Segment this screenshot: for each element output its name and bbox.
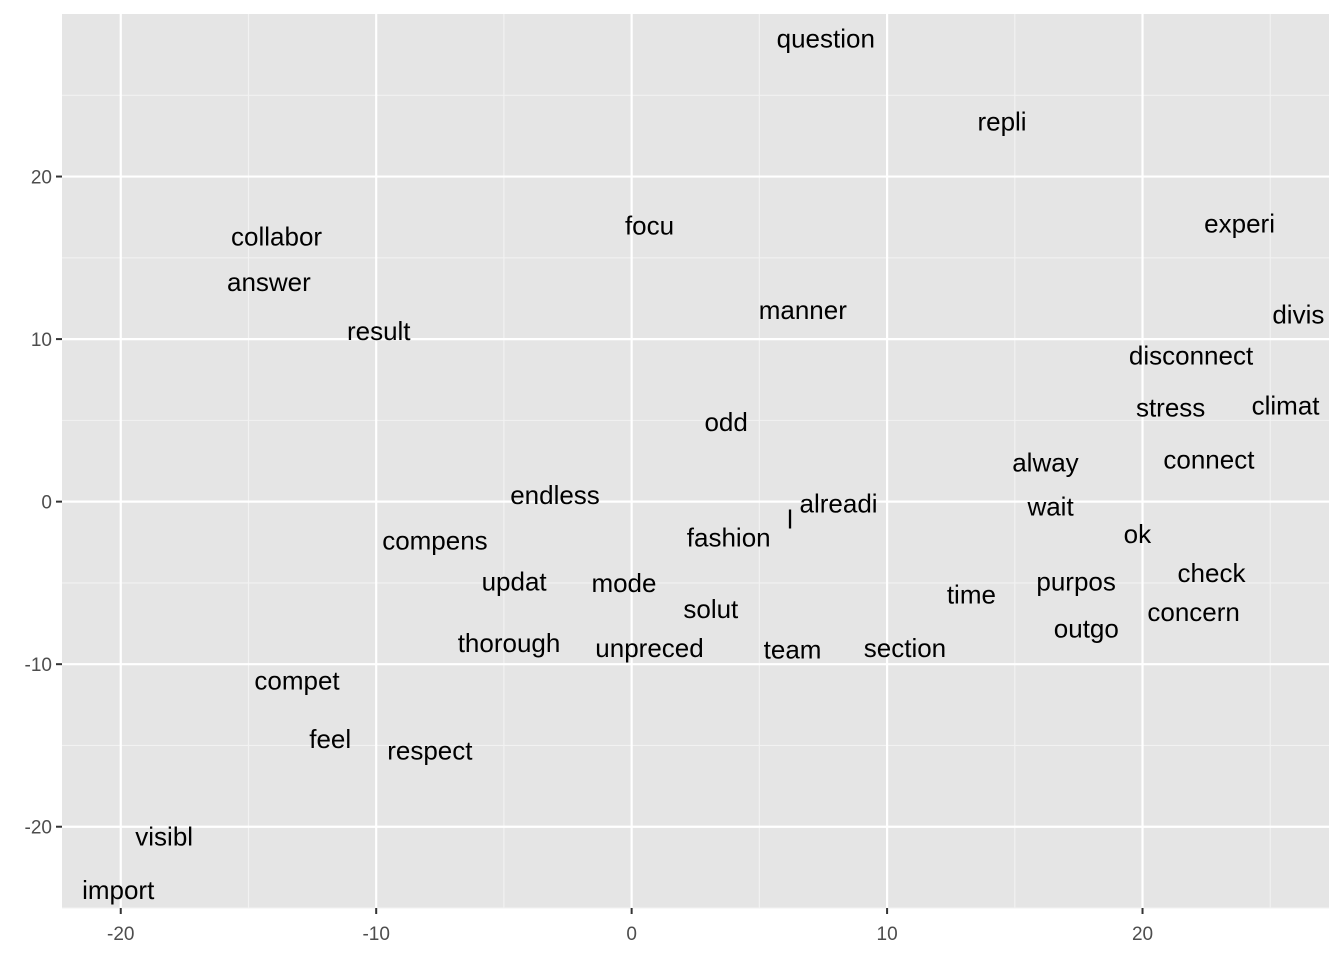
major-gridlines: [62, 14, 1329, 908]
y-axis: -20 -10 0 10 20: [25, 168, 62, 839]
x-tick-label: -20: [107, 924, 134, 945]
word-label: ok: [1124, 519, 1152, 549]
word-label: visibl: [135, 821, 193, 851]
word-label: check: [1178, 558, 1247, 588]
word-label: repli: [977, 106, 1026, 136]
word-label: solut: [683, 594, 739, 624]
word-label: experi: [1204, 209, 1275, 239]
word-label: time: [947, 579, 996, 609]
word-label: disconnect: [1129, 340, 1254, 370]
x-tick-label: 0: [626, 924, 637, 945]
word-label: concern: [1147, 597, 1240, 627]
word-label: wait: [1026, 492, 1074, 522]
x-tick-label: 20: [1132, 924, 1153, 945]
word-label: question: [777, 23, 875, 53]
word-label: divis: [1272, 300, 1324, 330]
minor-gridlines: [62, 14, 1329, 909]
word-label: connect: [1163, 444, 1255, 474]
x-axis: -20 -10 0 10 20: [107, 908, 1153, 945]
word-label: stress: [1136, 392, 1205, 422]
word-label: thorough: [458, 628, 561, 658]
word-label: compens: [382, 526, 488, 556]
word-label: result: [347, 316, 411, 346]
word-label: section: [864, 633, 946, 663]
word-label: climat: [1252, 391, 1321, 421]
word-label: l: [787, 505, 793, 535]
y-tick-label: -20: [25, 818, 52, 839]
word-label: alreadi: [800, 488, 878, 518]
y-tick-label: 10: [31, 330, 52, 351]
word-label: fashion: [687, 522, 771, 552]
word-label: manner: [759, 295, 847, 325]
y-tick-label: 0: [41, 493, 52, 514]
plot-panel: [62, 14, 1329, 908]
word-label: mode: [591, 568, 656, 598]
y-tick-label: -10: [25, 655, 52, 676]
word-label: feel: [309, 724, 351, 754]
word-label: updat: [482, 566, 548, 596]
x-tick-label: 10: [877, 924, 898, 945]
x-tick-label: -10: [362, 924, 389, 945]
word-label: import: [82, 875, 155, 905]
word-label: focu: [625, 210, 674, 240]
word-label: answer: [227, 267, 311, 297]
y-tick-label: 20: [31, 168, 52, 189]
word-label: respect: [387, 735, 473, 765]
word-label: endless: [510, 480, 600, 510]
word-label: outgo: [1054, 613, 1119, 643]
word-label: alway: [1012, 448, 1078, 478]
word-label: purpos: [1036, 566, 1116, 596]
word-label: collabor: [231, 222, 322, 252]
word-label: team: [764, 635, 822, 665]
word-label: odd: [704, 407, 747, 437]
word-label: compet: [254, 665, 340, 695]
word-label: unpreced: [595, 633, 703, 663]
word-labels: question repli experi focu collabor answer man…: [82, 23, 1324, 905]
